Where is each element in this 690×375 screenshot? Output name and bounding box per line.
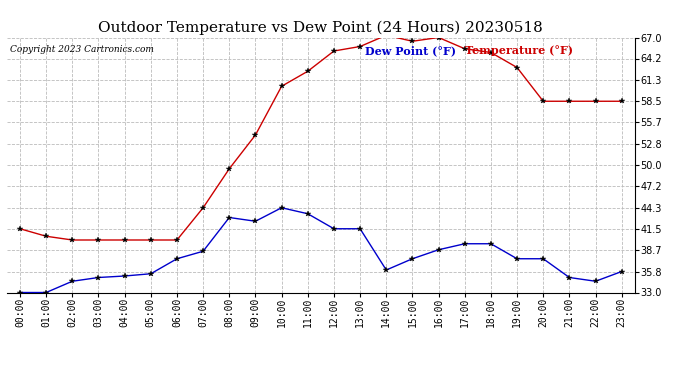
Title: Outdoor Temperature vs Dew Point (24 Hours) 20230518: Outdoor Temperature vs Dew Point (24 Hou… — [99, 21, 543, 35]
Text: Temperature (°F): Temperature (°F) — [465, 45, 573, 56]
Text: Copyright 2023 Cartronics.com: Copyright 2023 Cartronics.com — [10, 45, 154, 54]
Text: Dew Point (°F): Dew Point (°F) — [365, 45, 456, 56]
